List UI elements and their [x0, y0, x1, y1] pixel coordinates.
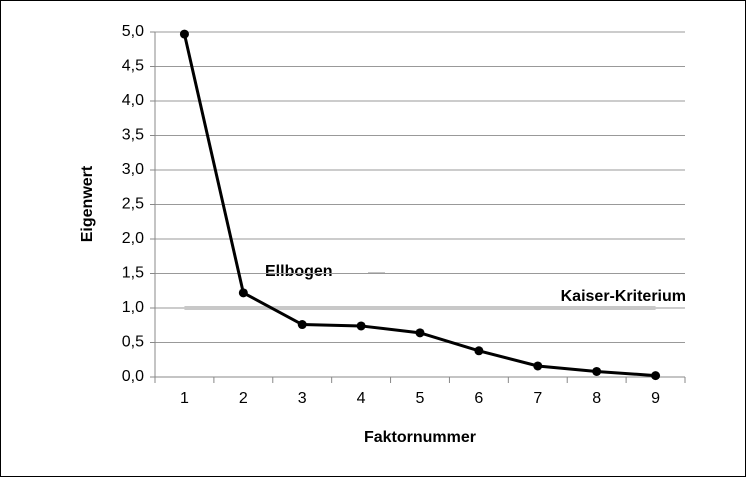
y-tick-label: 4,5: [122, 58, 144, 75]
point: [474, 346, 484, 356]
x-tick-label: 8: [592, 390, 601, 407]
point: [651, 371, 661, 381]
annotation: Ellbogen: [265, 263, 333, 280]
y-tick-label: 2,5: [122, 196, 144, 213]
x-tick-label: 2: [239, 390, 248, 407]
y-axis-label: Eigenwert: [79, 165, 96, 242]
point: [297, 320, 307, 330]
point: [592, 366, 602, 376]
y-tick-label: 2,0: [122, 230, 144, 247]
x-tick-label: 9: [651, 390, 660, 407]
y-tick-label: 3,0: [122, 161, 144, 178]
y-tick-label: 5,0: [122, 23, 144, 40]
y-tick-label: 1,0: [122, 299, 144, 316]
y-tick-label: 4,0: [122, 92, 144, 109]
x-tick-label: 7: [533, 390, 542, 407]
x-tick-label: 1: [180, 390, 189, 407]
point: [356, 321, 366, 331]
y-tick-label: 3,5: [122, 127, 144, 144]
x-tick-label: 3: [298, 390, 307, 407]
y-tick-label: 1,5: [122, 265, 144, 282]
x-tick-label: 4: [357, 390, 366, 407]
x-tick-label: 5: [416, 390, 425, 407]
point: [238, 288, 248, 298]
y-tick-label: 0,0: [122, 368, 144, 385]
reference-label: Kaiser-Kriterium: [561, 288, 686, 305]
x-axis-label: Faktornummer: [364, 429, 476, 446]
point: [179, 29, 189, 39]
y-tick-label: 0,5: [122, 334, 144, 351]
point: [533, 361, 543, 371]
point: [415, 328, 425, 338]
x-tick-label: 6: [474, 390, 483, 407]
